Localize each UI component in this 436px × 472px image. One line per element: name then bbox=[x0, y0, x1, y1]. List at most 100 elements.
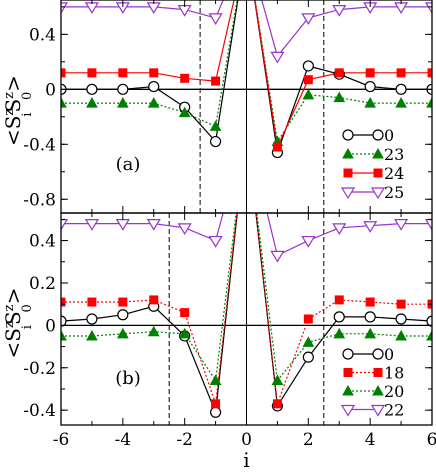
data-point-23 bbox=[116, 97, 129, 108]
legend-marker-0 bbox=[342, 348, 354, 360]
data-point-25 bbox=[146, 2, 161, 15]
data-point-22 bbox=[84, 219, 99, 231]
data-point-18 bbox=[61, 297, 66, 307]
data-point-24 bbox=[180, 73, 190, 83]
data-point-23 bbox=[209, 120, 222, 131]
y-tick-label: 0.4 bbox=[29, 25, 56, 45]
legend-label-24: 24 bbox=[384, 164, 404, 183]
data-point-23 bbox=[86, 97, 98, 108]
panel-label: (b) bbox=[115, 368, 141, 389]
data-point-25 bbox=[301, 13, 316, 26]
data-point-22 bbox=[177, 223, 192, 236]
x-tick-label: 2 bbox=[303, 430, 314, 450]
data-point-24 bbox=[303, 75, 313, 85]
y-tick-label: -0.4 bbox=[23, 135, 56, 155]
data-point-22 bbox=[146, 219, 161, 231]
x-tick-label: 0 bbox=[241, 430, 252, 450]
data-point-0 bbox=[395, 83, 407, 95]
y-axis-label-part: i bbox=[20, 113, 35, 117]
data-point-20 bbox=[61, 329, 67, 341]
data-point-24 bbox=[87, 68, 97, 78]
y-tick-label: -0.8 bbox=[23, 190, 56, 210]
legend-marker-0 bbox=[372, 129, 384, 141]
data-point-22 bbox=[301, 235, 316, 248]
data-point-22 bbox=[332, 223, 347, 236]
data-point-23 bbox=[178, 106, 191, 118]
data-point-0 bbox=[117, 83, 129, 95]
data-point-24 bbox=[272, 142, 282, 152]
data-point-23 bbox=[333, 91, 346, 103]
data-point-25 bbox=[208, 13, 223, 26]
data-point-20 bbox=[364, 327, 377, 339]
y-axis-label: <Sz iSz 0> bbox=[1, 75, 35, 146]
legend-marker-20 bbox=[372, 384, 384, 396]
data-point-25 bbox=[84, 2, 99, 15]
data-point-20 bbox=[302, 336, 315, 347]
data-point-24 bbox=[211, 76, 221, 86]
legend-label-20: 20 bbox=[384, 382, 404, 401]
legend-marker-22 bbox=[340, 404, 356, 417]
x-tick-label: 6 bbox=[427, 430, 436, 450]
data-point-22 bbox=[424, 219, 432, 231]
data-point-25 bbox=[61, 2, 69, 15]
data-point-18 bbox=[334, 295, 344, 305]
data-point-20 bbox=[271, 374, 284, 385]
panel-label: (a) bbox=[116, 154, 141, 175]
x-tick-label: 4 bbox=[365, 430, 376, 450]
plot-area bbox=[61, 213, 432, 425]
data-point-0 bbox=[364, 80, 376, 93]
y-tick-label: 0 bbox=[45, 316, 56, 336]
data-point-23 bbox=[302, 88, 315, 100]
y-tick-label: 0.4 bbox=[29, 232, 56, 252]
data-point-25 bbox=[394, 2, 409, 15]
legend-marker-23 bbox=[342, 147, 354, 159]
data-point-18 bbox=[118, 297, 128, 307]
data-point-18 bbox=[180, 308, 190, 318]
y-tick-label: 0.2 bbox=[29, 274, 56, 294]
y-axis-label-part: z bbox=[2, 92, 17, 99]
panel-b: 0.40.20-0.2-0.4-6 -4 -2 0 2 4 6i<Sz iSz 0>(b)018… bbox=[1, 212, 436, 472]
y-tick-label: 0 bbox=[45, 80, 56, 100]
legend-marker-18 bbox=[373, 368, 383, 377]
data-point-22 bbox=[61, 219, 69, 231]
data-point-25 bbox=[332, 5, 347, 17]
legend-marker-24 bbox=[373, 168, 383, 178]
data-point-0 bbox=[61, 315, 67, 327]
x-tick-label: -4 bbox=[115, 430, 132, 450]
data-point-0 bbox=[333, 311, 345, 323]
data-point-0 bbox=[86, 313, 98, 325]
data-point-0 bbox=[148, 80, 160, 93]
y-axis-label-part: S bbox=[1, 311, 25, 325]
legend-marker-20 bbox=[342, 384, 354, 396]
y-axis-label-part: z bbox=[2, 321, 17, 328]
data-point-22 bbox=[394, 219, 409, 231]
data-point-24 bbox=[334, 68, 344, 78]
data-point-18 bbox=[365, 297, 375, 307]
legend-label-0: 0 bbox=[384, 345, 394, 364]
legend-label-18: 18 bbox=[384, 364, 404, 383]
data-point-22 bbox=[270, 250, 285, 263]
y-tick-label: -0.2 bbox=[23, 359, 56, 379]
y-axis-label-part: z bbox=[2, 109, 17, 116]
data-point-23 bbox=[395, 97, 407, 108]
y-axis-label-part: S bbox=[1, 99, 25, 113]
data-point-20 bbox=[116, 327, 129, 339]
data-point-0 bbox=[209, 135, 222, 148]
data-point-23 bbox=[426, 97, 432, 108]
y-axis-label-part: 0 bbox=[20, 92, 35, 100]
data-point-23 bbox=[364, 97, 377, 108]
legend-marker-22 bbox=[370, 404, 386, 417]
data-point-0 bbox=[302, 351, 314, 363]
legend-label-22: 22 bbox=[384, 401, 404, 420]
data-point-20 bbox=[209, 374, 222, 385]
data-point-25 bbox=[270, 51, 285, 64]
legend-label-23: 23 bbox=[384, 145, 404, 164]
x-tick-label: -6 bbox=[53, 430, 70, 450]
data-point-0 bbox=[395, 313, 407, 325]
data-point-24 bbox=[118, 68, 128, 78]
y-axis-label-part: <S bbox=[1, 116, 25, 146]
data-point-0 bbox=[209, 406, 222, 418]
legend-marker-0 bbox=[372, 348, 384, 360]
data-point-22 bbox=[208, 235, 223, 248]
